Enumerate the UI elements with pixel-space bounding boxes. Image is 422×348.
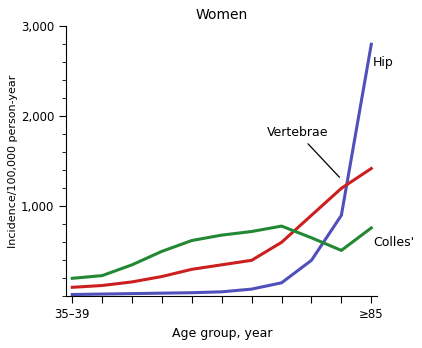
Text: Vertebrae: Vertebrae	[267, 126, 339, 177]
X-axis label: Age group, year: Age group, year	[171, 327, 272, 340]
Text: Hip: Hip	[373, 56, 394, 69]
Title: Women: Women	[196, 8, 248, 22]
Text: Colles': Colles'	[373, 236, 414, 249]
Y-axis label: Incidence/100,000 person-year: Incidence/100,000 person-year	[8, 74, 18, 248]
